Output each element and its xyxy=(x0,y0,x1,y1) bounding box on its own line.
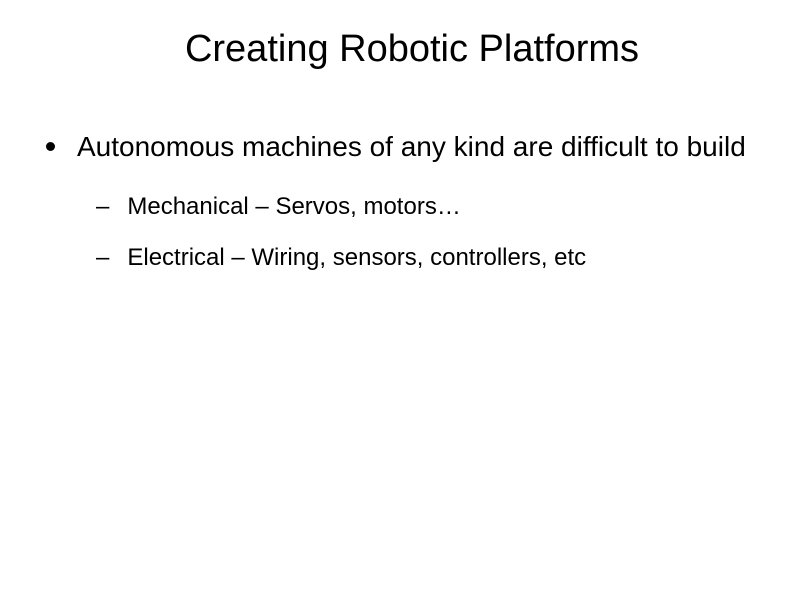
bullet-level1: Autonomous machines of any kind are diff… xyxy=(40,129,754,165)
disc-bullet-icon xyxy=(46,142,55,151)
slide-title: Creating Robotic Platforms xyxy=(40,28,754,71)
dash-bullet-icon: – xyxy=(96,242,109,273)
bullet-level1-text: Autonomous machines of any kind are diff… xyxy=(77,129,746,165)
bullet-level2-group: – Mechanical – Servos, motors… – Electri… xyxy=(40,191,754,273)
bullet-level2: – Mechanical – Servos, motors… xyxy=(96,191,754,222)
slide: Creating Robotic Platforms Autonomous ma… xyxy=(0,0,794,595)
dash-bullet-icon: – xyxy=(96,191,109,222)
bullet-level2-text: Electrical – Wiring, sensors, controller… xyxy=(127,242,586,273)
bullet-level2-text: Mechanical – Servos, motors… xyxy=(127,191,460,222)
bullet-level2: – Electrical – Wiring, sensors, controll… xyxy=(96,242,754,273)
